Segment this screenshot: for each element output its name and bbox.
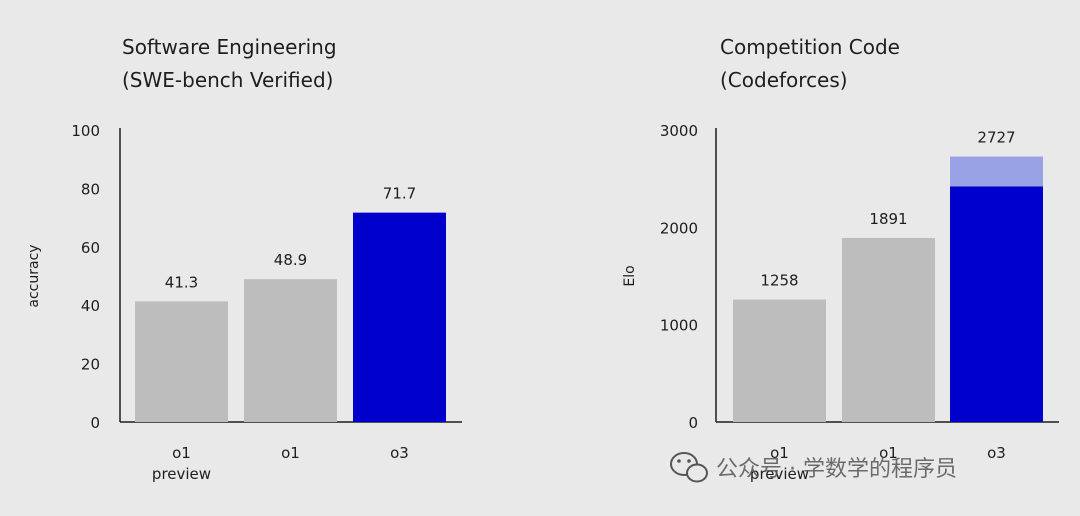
data-label: 41.3 <box>165 273 198 291</box>
x-tick-label: o1 <box>172 444 191 462</box>
data-label: 1891 <box>869 210 907 228</box>
bar <box>842 237 935 422</box>
x-tick-label: preview <box>750 465 809 483</box>
y-tick-label: 100 <box>71 122 100 140</box>
y-axis-label: Elo <box>622 265 638 286</box>
data-label: 48.9 <box>274 251 307 269</box>
x-tick-label: o1 <box>281 444 300 462</box>
x-tick-label: o1 <box>770 444 789 462</box>
x-tick-label: o1 <box>879 444 898 462</box>
bar <box>950 186 1043 422</box>
y-tick-label: 3000 <box>660 122 698 140</box>
data-label: 71.7 <box>383 185 416 203</box>
bar <box>135 301 228 422</box>
chart-subtitle: (Codeforces) <box>720 68 848 92</box>
bar <box>244 279 337 422</box>
x-tick-label: o3 <box>987 444 1006 462</box>
chart-title: Software Engineering <box>122 35 337 59</box>
data-label: 2727 <box>977 129 1015 147</box>
wechat-icon <box>670 452 708 483</box>
x-tick-label: preview <box>152 465 211 483</box>
y-tick-label: 80 <box>81 180 100 198</box>
watermark-text: 公众号 · 学数学的程序员 <box>716 457 957 482</box>
y-tick-label: 60 <box>81 239 100 257</box>
data-label: 1258 <box>760 272 798 290</box>
x-tick-label: o3 <box>390 444 409 462</box>
bar <box>733 299 826 422</box>
bar-upper-segment <box>950 156 1043 187</box>
y-axis-label: accuracy <box>26 244 42 307</box>
y-tick-label: 40 <box>81 297 100 315</box>
y-tick-label: 0 <box>90 414 100 432</box>
chart-subtitle: (SWE-bench Verified) <box>122 68 333 92</box>
bar <box>353 212 446 422</box>
y-tick-label: 20 <box>81 356 100 374</box>
y-tick-label: 2000 <box>660 219 698 237</box>
y-tick-label: 0 <box>688 414 698 432</box>
y-tick-label: 1000 <box>660 317 698 335</box>
chart-title: Competition Code <box>720 35 900 59</box>
